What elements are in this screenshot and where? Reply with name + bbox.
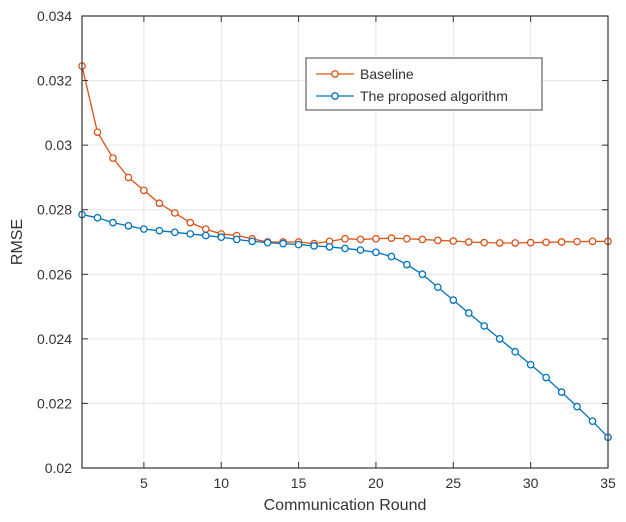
series-marker: [466, 239, 472, 245]
x-tick-label: 35: [600, 475, 616, 491]
series-marker: [435, 237, 441, 243]
x-tick-label: 10: [213, 475, 229, 491]
series-marker: [589, 238, 595, 244]
series-marker: [388, 235, 394, 241]
series-marker: [326, 244, 332, 250]
y-tick-label: 0.024: [37, 331, 72, 347]
series-marker: [357, 236, 363, 242]
series-marker: [450, 297, 456, 303]
series-marker: [342, 245, 348, 251]
legend-entry-1: The proposed algorithm: [360, 88, 508, 104]
series-marker: [450, 238, 456, 244]
series-marker: [404, 261, 410, 267]
series-marker: [357, 247, 363, 253]
x-tick-label: 25: [446, 475, 462, 491]
x-tick-label: 20: [368, 475, 384, 491]
series-marker: [156, 200, 162, 206]
series-marker: [481, 239, 487, 245]
series-marker: [94, 129, 100, 135]
y-tick-label: 0.026: [37, 266, 72, 282]
y-tick-label: 0.03: [45, 137, 72, 153]
y-tick-label: 0.032: [37, 73, 72, 89]
y-tick-label: 0.028: [37, 202, 72, 218]
series-marker: [543, 374, 549, 380]
rmse-chart: 5 10 15 20 25 30 35 0.02 0.022 0.024 0.026 0.028 0.0…: [0, 0, 626, 522]
series-marker: [574, 238, 580, 244]
series-marker: [512, 240, 518, 246]
series-marker: [172, 229, 178, 235]
series-marker: [156, 228, 162, 234]
legend-entry-0: Baseline: [360, 66, 414, 82]
series-marker: [94, 215, 100, 221]
series-marker: [295, 241, 301, 247]
series-marker: [110, 155, 116, 161]
series-marker: [141, 187, 147, 193]
x-tick-label: 30: [523, 475, 539, 491]
series-marker: [125, 174, 131, 180]
y-tick-label: 0.034: [37, 8, 72, 24]
series-marker: [342, 236, 348, 242]
series-marker: [125, 223, 131, 229]
series-marker: [249, 238, 255, 244]
series-marker: [187, 219, 193, 225]
series-marker: [419, 271, 425, 277]
series-marker: [466, 310, 472, 316]
x-axis-label: Communication Round: [264, 497, 427, 514]
series-marker: [203, 232, 209, 238]
series-marker: [373, 236, 379, 242]
x-tick-label: 15: [291, 475, 307, 491]
series-marker: [527, 239, 533, 245]
series-marker: [110, 219, 116, 225]
series-marker: [589, 418, 595, 424]
y-tick-label: 0.022: [37, 395, 72, 411]
series-marker: [388, 253, 394, 259]
series-marker: [264, 239, 270, 245]
series-marker: [527, 361, 533, 367]
y-tick-label: 0.02: [45, 460, 72, 476]
series-marker: [311, 243, 317, 249]
chart-container: 5 10 15 20 25 30 35 0.02 0.022 0.024 0.026 0.028 0.0…: [0, 0, 626, 522]
series-marker: [558, 239, 564, 245]
series-marker: [512, 349, 518, 355]
x-tick-label: 5: [140, 475, 148, 491]
series-marker: [203, 226, 209, 232]
series-marker: [481, 323, 487, 329]
series-marker: [435, 284, 441, 290]
series-marker: [574, 403, 580, 409]
y-axis-label: RMSE: [9, 219, 26, 265]
series-marker: [218, 234, 224, 240]
series-marker: [543, 239, 549, 245]
series-marker: [404, 236, 410, 242]
series-marker: [172, 210, 178, 216]
series-marker: [234, 236, 240, 242]
series-marker: [141, 226, 147, 232]
series-marker: [280, 240, 286, 246]
legend: Baseline The proposed algorithm: [306, 58, 542, 110]
series-marker: [497, 336, 503, 342]
series-marker: [187, 231, 193, 237]
series-marker: [373, 249, 379, 255]
series-marker: [419, 236, 425, 242]
series-marker: [497, 240, 503, 246]
series-marker: [558, 389, 564, 395]
